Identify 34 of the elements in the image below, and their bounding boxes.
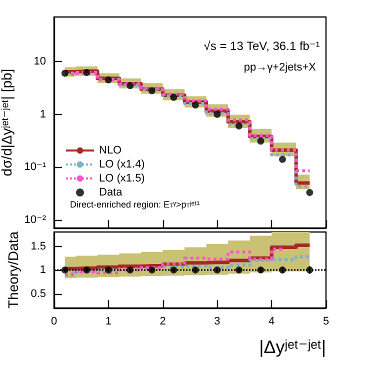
point xyxy=(104,76,112,84)
annotation: √s = 13 TeV, 36.1 fb⁻¹ xyxy=(204,39,320,53)
x-tick-label: 1 xyxy=(105,316,112,328)
x-tick-label: 3 xyxy=(214,316,220,328)
y-tick-label: 10 xyxy=(34,56,46,68)
point xyxy=(235,122,242,130)
y-tick-label: 1 xyxy=(40,264,46,276)
y-tick-label: 1 xyxy=(40,108,46,120)
point xyxy=(278,156,286,163)
annotation: pp→γ+2jets+X xyxy=(244,62,317,74)
x-tick-label: 2 xyxy=(160,316,166,328)
y-tick-label: 10⁻² xyxy=(24,214,46,226)
x-tick-label: 5 xyxy=(322,316,330,328)
point xyxy=(192,102,199,109)
point xyxy=(170,94,178,101)
y-tick-label: 1.5 xyxy=(30,240,46,252)
y-axis-title: dσ/d|Δyʲᵉᵗ⁻ʲᵉᵗ| [pb] xyxy=(0,68,14,176)
x-axis-title: |Δyʲᵉᵗ⁻ʲᵉᵗ| xyxy=(259,337,326,357)
x-tick-label: 0 xyxy=(50,316,58,328)
x-tick-label: 4 xyxy=(268,316,275,328)
point xyxy=(148,87,156,94)
legend-label: NLO xyxy=(99,144,122,156)
point xyxy=(83,69,90,76)
point xyxy=(306,188,314,196)
point xyxy=(61,70,68,77)
y-tick-label: 0.5 xyxy=(30,288,46,300)
point xyxy=(126,82,134,90)
point xyxy=(257,138,264,145)
point xyxy=(214,110,221,118)
legend-label: LO (x1.5) xyxy=(99,172,145,184)
legend-label: LO (x1.4) xyxy=(99,158,145,170)
y-tick-label: 10⁻¹ xyxy=(24,161,46,174)
legend-label: Data xyxy=(99,186,124,198)
y-axis-title: Theory/Data xyxy=(4,231,21,309)
